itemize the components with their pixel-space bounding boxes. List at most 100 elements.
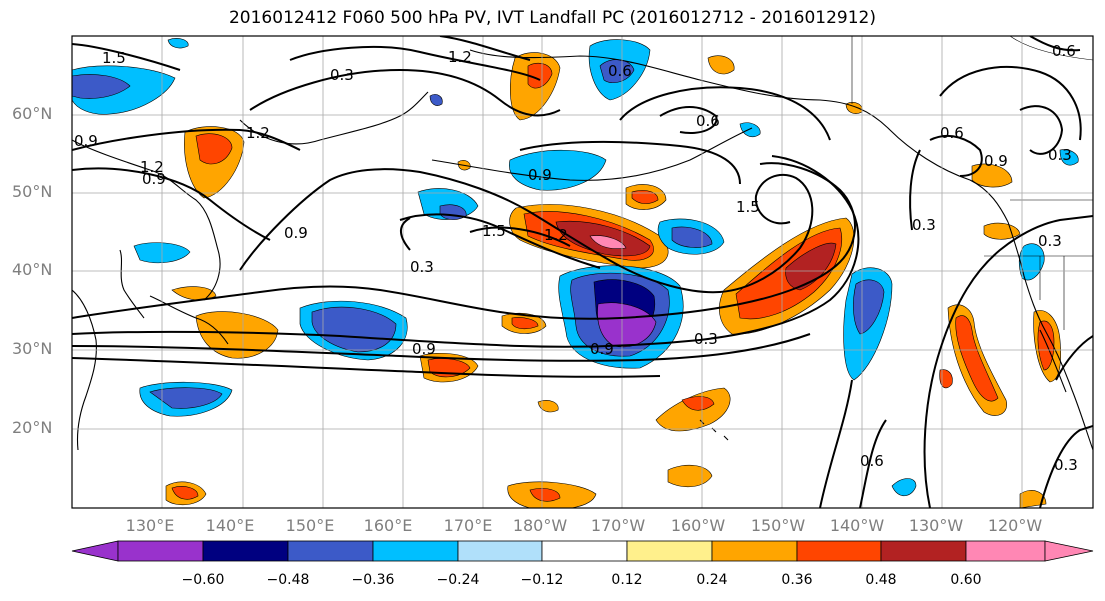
pv-contour — [72, 357, 661, 378]
contour-label: 0.9 — [984, 152, 1008, 170]
contour-label: 0.6 — [940, 124, 964, 142]
contour-label: 0.3 — [410, 258, 434, 276]
contour-label: 1.2 — [246, 124, 270, 142]
coastline-layer — [72, 49, 1093, 451]
colorbar — [71, 540, 1094, 562]
grid-lines — [72, 36, 1093, 508]
pv-contour — [72, 155, 860, 348]
longitude-label: 170°E — [443, 516, 493, 535]
colorbar-segment — [965, 540, 1046, 562]
pv-contour — [939, 65, 1082, 141]
contour-label: 1.2 — [448, 48, 472, 66]
positive-anomaly-region — [955, 315, 999, 402]
colorbar-segment — [287, 540, 374, 562]
pv-contour — [929, 134, 983, 177]
pv-contour — [72, 128, 301, 151]
pv-contour — [619, 86, 831, 141]
longitude-label: 160°W — [670, 516, 726, 535]
colorbar-tick-label: −0.36 — [351, 572, 395, 588]
pv-contour-layer — [72, 36, 1093, 508]
contour-label: 0.3 — [1048, 146, 1072, 164]
pv-contour — [439, 36, 531, 61]
contour-label: 0.6 — [860, 452, 884, 470]
colorbar-segment — [626, 540, 713, 562]
colorbar-tick-label: 0.24 — [696, 572, 728, 588]
aleutian-chain — [431, 127, 753, 181]
contour-label: 0.3 — [912, 216, 936, 234]
pv-contour — [400, 217, 411, 251]
latitude-label: 50°N — [12, 182, 53, 201]
ivt-shading-layer — [72, 38, 1079, 508]
colorbar-tick-label: −0.60 — [181, 572, 225, 588]
longitude-label: 130°E — [125, 516, 175, 535]
contour-label: 0.9 — [142, 170, 166, 188]
colorbar-tick-label: −0.48 — [266, 572, 310, 588]
korea-coastline — [119, 249, 145, 319]
contour-label: 1.2 — [544, 226, 568, 244]
positive-anomaly-region — [681, 396, 715, 411]
positive-anomaly-region — [537, 400, 559, 413]
latitude-label: 30°N — [12, 339, 53, 358]
colorbar-segment — [457, 540, 543, 562]
negative-anomaly-region — [891, 478, 917, 497]
positive-anomaly-region — [529, 488, 561, 502]
pv-contour — [72, 167, 271, 241]
contour-label: 0.3 — [694, 330, 718, 348]
contour-label: 0.6 — [696, 112, 720, 130]
pv-contour — [659, 106, 718, 134]
positive-anomaly-region — [171, 486, 199, 500]
pv-contour — [1019, 105, 1064, 155]
contour-label: 0.6 — [608, 62, 632, 80]
pv-contour — [909, 149, 921, 231]
pv-contour — [469, 226, 571, 247]
pv-contour — [859, 419, 887, 508]
latitude-label: 40°N — [12, 260, 53, 279]
pv-contour — [1039, 425, 1093, 508]
contour-label: 0.3 — [1038, 232, 1062, 250]
longitude-label: 120°W — [987, 516, 1043, 535]
pv-contour — [72, 162, 856, 320]
latitude-label: 20°N — [12, 418, 53, 437]
positive-anomaly-region — [631, 190, 659, 204]
kamchatka-coastline — [239, 91, 429, 145]
contour-label: 0.9 — [412, 340, 436, 358]
pv-contour — [923, 215, 1093, 508]
negative-anomaly-region — [853, 279, 885, 335]
positive-anomaly-region — [171, 286, 217, 301]
positive-anomaly-region — [1019, 490, 1047, 508]
pv-contour — [72, 43, 181, 71]
latitude-label: 60°N — [12, 104, 53, 123]
japan-coastline — [149, 295, 229, 345]
contour-label: 1.5 — [482, 222, 506, 240]
colorbar-tick-label: −0.24 — [436, 572, 480, 588]
longitude-label: 170°W — [590, 516, 646, 535]
longitude-label: 150°W — [750, 516, 806, 535]
positive-anomaly-region — [707, 55, 735, 75]
alaska-coastline — [469, 49, 1009, 223]
longitude-label: 150°E — [285, 516, 335, 535]
positive-anomaly-region — [511, 317, 539, 330]
asia-coastline — [72, 139, 221, 301]
contour-label: 1.5 — [102, 49, 126, 67]
north-america-coastline — [1007, 221, 1093, 451]
colorbar-segment — [711, 540, 798, 562]
negative-anomaly-region — [149, 387, 223, 409]
positive-anomaly-region — [527, 62, 553, 89]
negative-anomaly-region — [72, 74, 131, 99]
pv-contour — [1029, 36, 1081, 52]
contour-label: 0.6 — [1052, 42, 1076, 60]
colorbar-segment — [117, 540, 204, 562]
pv-contour — [249, 68, 561, 117]
colorbar-segment — [202, 540, 289, 562]
china-coastline — [72, 289, 97, 451]
pv-contour — [239, 168, 814, 294]
positive-anomaly-region — [667, 464, 713, 488]
negative-anomaly-region — [597, 302, 657, 348]
positive-anomaly-region — [983, 222, 1021, 240]
baja-coastline — [1039, 329, 1067, 393]
positive-anomaly-region — [939, 369, 953, 389]
contour-label: 0.3 — [1054, 456, 1078, 474]
pv-contour — [519, 140, 741, 185]
pv-contour — [289, 45, 541, 81]
